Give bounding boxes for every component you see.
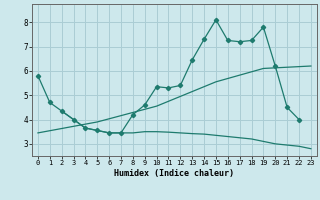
X-axis label: Humidex (Indice chaleur): Humidex (Indice chaleur)	[115, 169, 234, 178]
